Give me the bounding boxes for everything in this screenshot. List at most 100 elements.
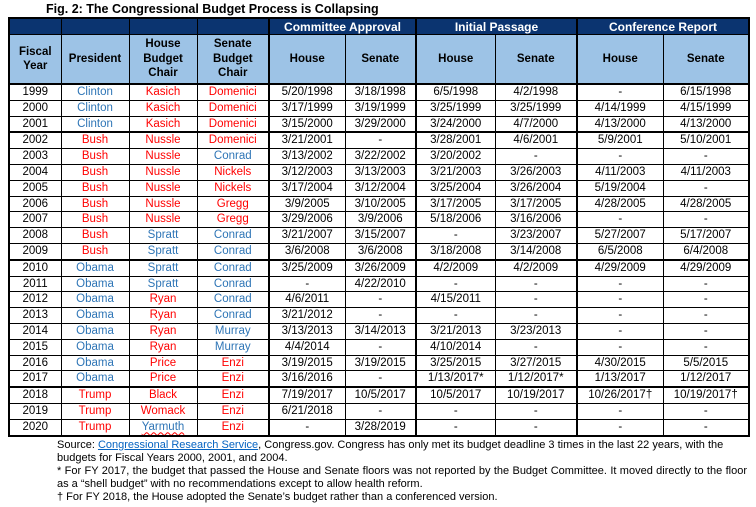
- conference-report-house-cell: 4/13/2000: [576, 115, 664, 133]
- senate-budget-chair-cell: Enzi: [196, 386, 270, 404]
- group-header-row: Committee Approval Initial Passage Confe…: [8, 17, 750, 35]
- conference-report-house-cell: 4/14/1999: [576, 99, 664, 117]
- conference-report-house-cell: 6/5/2008: [576, 242, 664, 261]
- house-budget-chair-cell: Spratt: [128, 275, 198, 293]
- initial-passage-senate-cell: 4/2/2009: [494, 258, 578, 277]
- initial-passage-house-cell: 4/10/2014: [415, 338, 496, 356]
- conference-report-senate-cell: -: [662, 322, 750, 340]
- committee-approval-house-cell: 3/15/2000: [268, 115, 346, 133]
- fiscal-year-cell: 1999: [8, 83, 62, 101]
- initial-passage-house-cell: 3/25/2004: [415, 179, 496, 197]
- senate-budget-chair-cell: Domenici: [196, 99, 270, 117]
- house-budget-chair-cell: Nussle: [128, 211, 198, 229]
- committee-approval-senate-cell: 3/29/2000: [344, 115, 417, 133]
- initial-passage-senate-cell: 3/26/2003: [494, 163, 578, 181]
- table-row: 2000 Clinton Kasich Domenici 3/17/1999 3…: [8, 99, 750, 117]
- conference-report-house-cell: 5/27/2007: [576, 227, 664, 244]
- committee-approval-house-cell: 3/12/2003: [268, 163, 346, 181]
- table-row: 2006 Bush Nussle Gregg 3/9/2005 3/10/200…: [8, 195, 750, 213]
- committee-approval-senate-cell: 3/28/2019: [344, 418, 417, 437]
- committee-approval-senate-cell: 3/15/2007: [344, 227, 417, 244]
- initial-passage-house-cell: -: [415, 418, 496, 437]
- fiscal-year-cell: 2000: [8, 99, 62, 117]
- initial-passage-house-cell: 3/18/2008: [415, 242, 496, 261]
- conference-report-senate-cell: 4/11/2003: [662, 163, 750, 181]
- president-cell: Bush: [60, 242, 130, 261]
- conference-report-senate-cell: -: [662, 275, 750, 293]
- col-header-initial-passage-senate: Senate: [494, 34, 578, 85]
- initial-passage-senate-cell: 3/14/2008: [494, 242, 578, 261]
- committee-approval-house-cell: 3/21/2007: [268, 227, 346, 244]
- conference-report-senate-cell: -: [662, 148, 750, 165]
- president-cell: Clinton: [60, 83, 130, 101]
- fiscal-year-cell: 2017: [8, 370, 62, 388]
- committee-approval-senate-cell: 3/19/2015: [344, 354, 417, 372]
- col-header-committee-approval-house: House: [268, 34, 346, 85]
- senate-budget-chair-cell: Conrad: [196, 227, 270, 244]
- president-cell: Obama: [60, 370, 130, 388]
- house-budget-chair-cell: Nussle: [128, 179, 198, 197]
- table-row: 2014 Obama Ryan Murray 3/13/2013 3/14/20…: [8, 322, 750, 340]
- conference-report-senate-cell: 4/15/1999: [662, 99, 750, 117]
- initial-passage-house-cell: 6/5/1998: [415, 83, 496, 101]
- fiscal-year-cell: 2011: [8, 275, 62, 293]
- initial-passage-senate-cell: 4/6/2001: [494, 131, 578, 150]
- col-header-senate-budget-chair: Senate Budget Chair: [196, 34, 270, 85]
- president-cell: Obama: [60, 291, 130, 309]
- president-cell: Obama: [60, 354, 130, 372]
- crs-link[interactable]: Congressional Research Service: [97, 438, 259, 451]
- president-cell: Bush: [60, 148, 130, 165]
- conference-report-house-cell: -: [576, 148, 664, 165]
- fiscal-year-cell: 2010: [8, 258, 62, 277]
- president-cell: Obama: [60, 258, 130, 277]
- senate-budget-chair-cell: Domenici: [196, 83, 270, 101]
- fiscal-year-cell: 2008: [8, 227, 62, 244]
- budget-process-table: Committee Approval Initial Passage Confe…: [8, 17, 750, 437]
- fiscal-year-cell: 2015: [8, 338, 62, 356]
- house-budget-chair-cell: Spratt: [128, 242, 198, 261]
- group-header-committee-approval: Committee Approval: [268, 17, 417, 35]
- conference-report-senate-cell: -: [662, 211, 750, 229]
- house-budget-chair-cell: Kasich: [128, 115, 198, 133]
- initial-passage-senate-cell: -: [494, 275, 578, 293]
- initial-passage-senate-cell: -: [494, 338, 578, 356]
- conference-report-house-cell: 10/26/2017†: [576, 386, 664, 404]
- header-blank-cell: [60, 17, 130, 35]
- conference-report-house-cell: -: [576, 402, 664, 420]
- conference-report-house-cell: 5/19/2004: [576, 179, 664, 197]
- senate-budget-chair-cell: Enzi: [196, 354, 270, 372]
- initial-passage-house-cell: 3/17/2005: [415, 195, 496, 213]
- committee-approval-senate-cell: 3/26/2009: [344, 258, 417, 277]
- initial-passage-senate-cell: -: [494, 291, 578, 309]
- initial-passage-house-cell: -: [415, 275, 496, 293]
- house-budget-chair-cell: Spratt: [128, 227, 198, 244]
- committee-approval-house-cell: 3/6/2008: [268, 242, 346, 261]
- house-budget-chair-cell: Ryan: [128, 338, 198, 356]
- committee-approval-senate-cell: 3/12/2004: [344, 179, 417, 197]
- fiscal-year-cell: 2009: [8, 242, 62, 261]
- initial-passage-senate-cell: -: [494, 402, 578, 420]
- president-cell: Clinton: [60, 99, 130, 117]
- initial-passage-senate-cell: 3/16/2006: [494, 211, 578, 229]
- conference-report-house-cell: 1/13/2017: [576, 370, 664, 388]
- initial-passage-house-cell: 4/15/2011: [415, 291, 496, 309]
- col-header-fiscal-year: Fiscal Year: [8, 34, 62, 85]
- committee-approval-senate-cell: 3/9/2006: [344, 211, 417, 229]
- conference-report-senate-cell: 5/5/2015: [662, 354, 750, 372]
- conference-report-house-cell: 4/28/2005: [576, 195, 664, 213]
- conference-report-senate-cell: 1/12/2017: [662, 370, 750, 388]
- president-cell: Obama: [60, 338, 130, 356]
- president-cell: Trump: [60, 402, 130, 420]
- committee-approval-house-cell: 3/25/2009: [268, 258, 346, 277]
- header-blank-cell: [196, 17, 270, 35]
- house-budget-chair-cell: Black: [128, 386, 198, 404]
- house-budget-chair-cell: Spratt: [128, 258, 198, 277]
- committee-approval-senate-cell: -: [344, 291, 417, 309]
- committee-approval-house-cell: 3/17/2004: [268, 179, 346, 197]
- source-prefix: Source:: [57, 438, 98, 451]
- fiscal-year-cell: 2016: [8, 354, 62, 372]
- conference-report-house-cell: -: [576, 83, 664, 101]
- committee-approval-senate-cell: 3/10/2005: [344, 195, 417, 213]
- conference-report-senate-cell: -: [662, 418, 750, 437]
- house-budget-chair-cell: Ryan: [128, 307, 198, 324]
